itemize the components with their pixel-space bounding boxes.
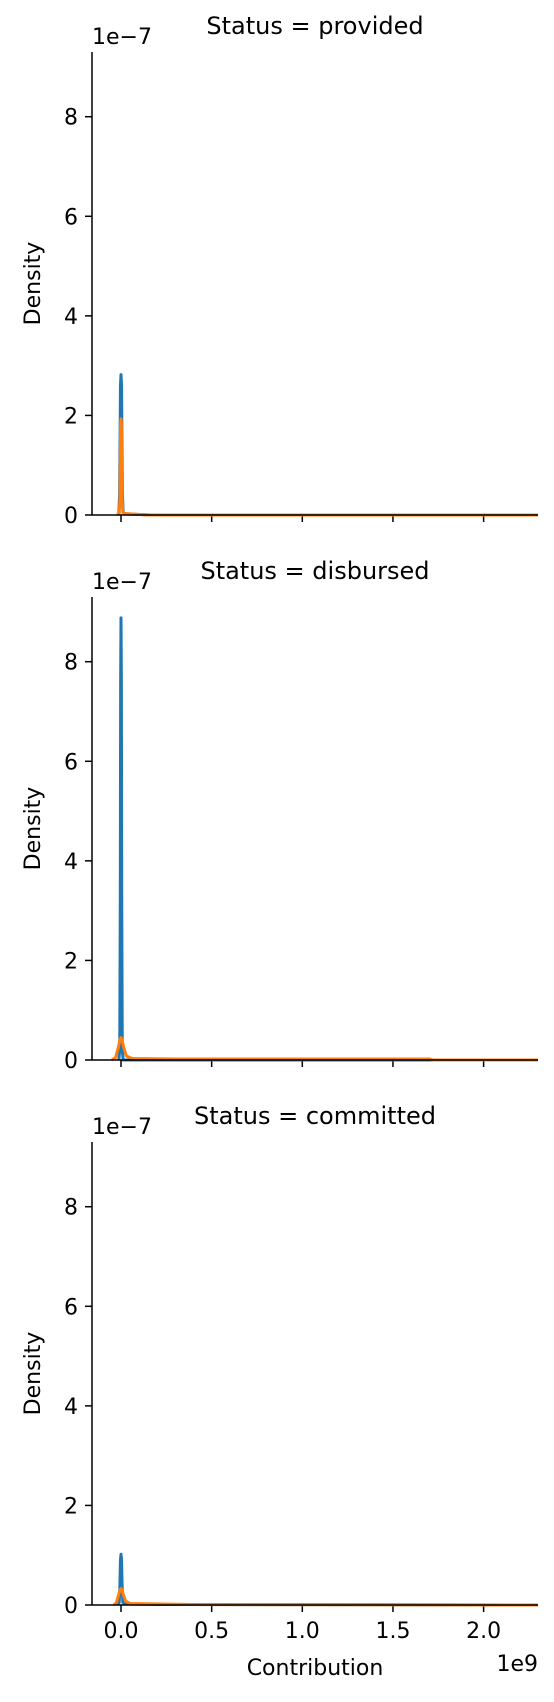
y-tick-label: 4	[64, 305, 78, 330]
x-tick-label: 1.0	[285, 1619, 320, 1644]
y-tick-label: 8	[64, 1196, 78, 1221]
y-axis-label: Density	[21, 787, 46, 871]
y-scale-label: 1e−7	[92, 25, 152, 50]
y-tick-label: 0	[64, 1049, 78, 1074]
facet-panel-1: Status = disbursed 1e−7 Density 0 2 4 6 8	[21, 557, 538, 1074]
y-scale-label: 1e−7	[92, 1115, 152, 1140]
density-line-series-0	[116, 1552, 539, 1607]
x-tick-label: 0.0	[104, 1619, 139, 1644]
facet-panel-2: Status = committed 1e−7 Density 0 2 4 6 8 0.0 0.5…	[21, 1102, 539, 1681]
y-axis-label: Density	[21, 242, 46, 326]
y-tick-label: 8	[64, 651, 78, 676]
density-line-series-1	[111, 1036, 538, 1062]
x-tick-label: 0.5	[194, 1619, 229, 1644]
y-axis-label: Density	[21, 1332, 46, 1416]
y-tick-label: 4	[64, 1395, 78, 1420]
density-line-series-0	[116, 373, 538, 517]
density-line-series-1	[116, 417, 538, 517]
x-axis-label: Contribution	[247, 1656, 384, 1681]
y-tick-label: 4	[64, 850, 78, 875]
density-line-series-1	[112, 1587, 539, 1607]
y-tick-label: 6	[64, 750, 78, 775]
y-tick-label: 0	[64, 504, 78, 529]
y-tick-label: 6	[64, 1295, 78, 1320]
x-tick-label: 1.5	[375, 1619, 410, 1644]
y-scale-label: 1e−7	[92, 570, 152, 595]
y-tick-label: 2	[64, 949, 78, 974]
y-tick-label: 8	[64, 106, 78, 131]
panel-title: Status = disbursed	[200, 557, 429, 585]
y-tick-label: 2	[64, 1494, 78, 1519]
density-line-series-0	[117, 616, 538, 1062]
panel-title: Status = provided	[206, 12, 423, 40]
y-tick-label: 6	[64, 205, 78, 230]
y-tick-label: 2	[64, 404, 78, 429]
panel-title: Status = committed	[194, 1102, 436, 1130]
y-tick-label: 0	[64, 1594, 78, 1619]
x-scale-label: 1e9	[496, 1652, 538, 1677]
x-tick-label: 2.0	[466, 1619, 501, 1644]
facet-panel-0: Status = provided 1e−7 Density 0 2 4 6 8	[21, 12, 538, 529]
